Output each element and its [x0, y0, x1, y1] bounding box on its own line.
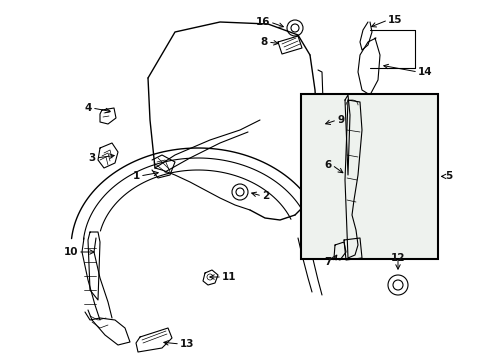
Bar [300, 94, 437, 259]
Text: 4: 4 [84, 103, 92, 113]
Text: 2: 2 [262, 191, 269, 201]
Text: 13: 13 [180, 339, 194, 349]
Text: 7: 7 [324, 257, 331, 267]
Text: 11: 11 [222, 272, 236, 282]
Text: 12: 12 [390, 253, 405, 263]
Text: 9: 9 [336, 115, 344, 125]
Text: 8: 8 [260, 37, 267, 47]
Text: 10: 10 [63, 247, 78, 257]
Text: 6: 6 [324, 160, 331, 170]
Text: 5: 5 [445, 171, 452, 181]
Text: 15: 15 [387, 15, 402, 25]
Text: 3: 3 [88, 153, 96, 163]
Text: 14: 14 [417, 67, 432, 77]
Text: 1: 1 [132, 171, 140, 181]
Text: 16: 16 [255, 17, 269, 27]
